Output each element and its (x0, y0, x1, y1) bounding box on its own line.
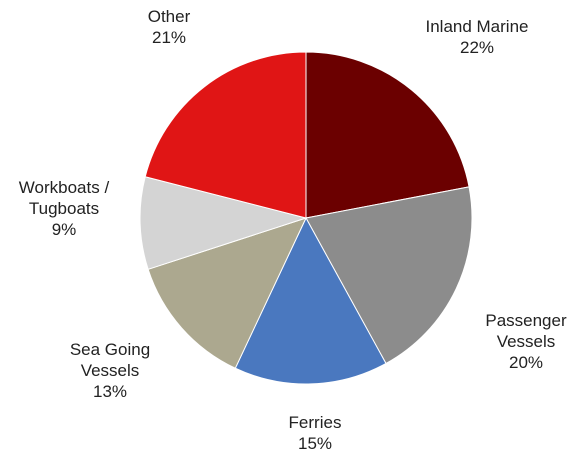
slice-label: Other 21% (148, 7, 191, 47)
pie-slice (234, 216, 387, 385)
slice-label-line: Tugboats (29, 199, 99, 218)
slice-label-line: 15% (298, 434, 332, 453)
slice-label-line: Vessels (497, 332, 556, 351)
slice-label-line: 13% (93, 382, 127, 401)
slice-label-line: Inland Marine (425, 17, 528, 36)
slice-label-line: Sea Going (70, 340, 150, 359)
slice-label-line: Passenger (485, 311, 567, 330)
slice-label: Passenger Vessels 20% (485, 311, 567, 372)
slice-label-line: 21% (152, 28, 186, 47)
slice-label-line: Ferries (289, 413, 342, 432)
slice-label: Workboats / Tugboats 9% (19, 178, 110, 239)
slice-label-line: Vessels (81, 361, 140, 380)
slice-label: Sea Going Vessels 13% (70, 340, 150, 401)
slice-label-line: Workboats / (19, 178, 110, 197)
slice-label-line: 9% (52, 220, 77, 239)
slice-label-line: 22% (460, 38, 494, 57)
slice-label: Inland Marine 22% (425, 17, 528, 57)
slice-label-line: 20% (509, 353, 543, 372)
pie-slice (144, 51, 307, 219)
pie-slice (147, 217, 307, 369)
slice-label-line: Other (148, 7, 191, 26)
pie-slice (305, 186, 473, 365)
pie-slices (139, 51, 473, 385)
pie-slice (305, 51, 470, 219)
slice-label: Ferries 15% (289, 413, 342, 453)
pie-slice (139, 176, 308, 270)
slice-labels: Inland Marine 22% Passenger Vessels 20% Ferri… (19, 7, 567, 453)
